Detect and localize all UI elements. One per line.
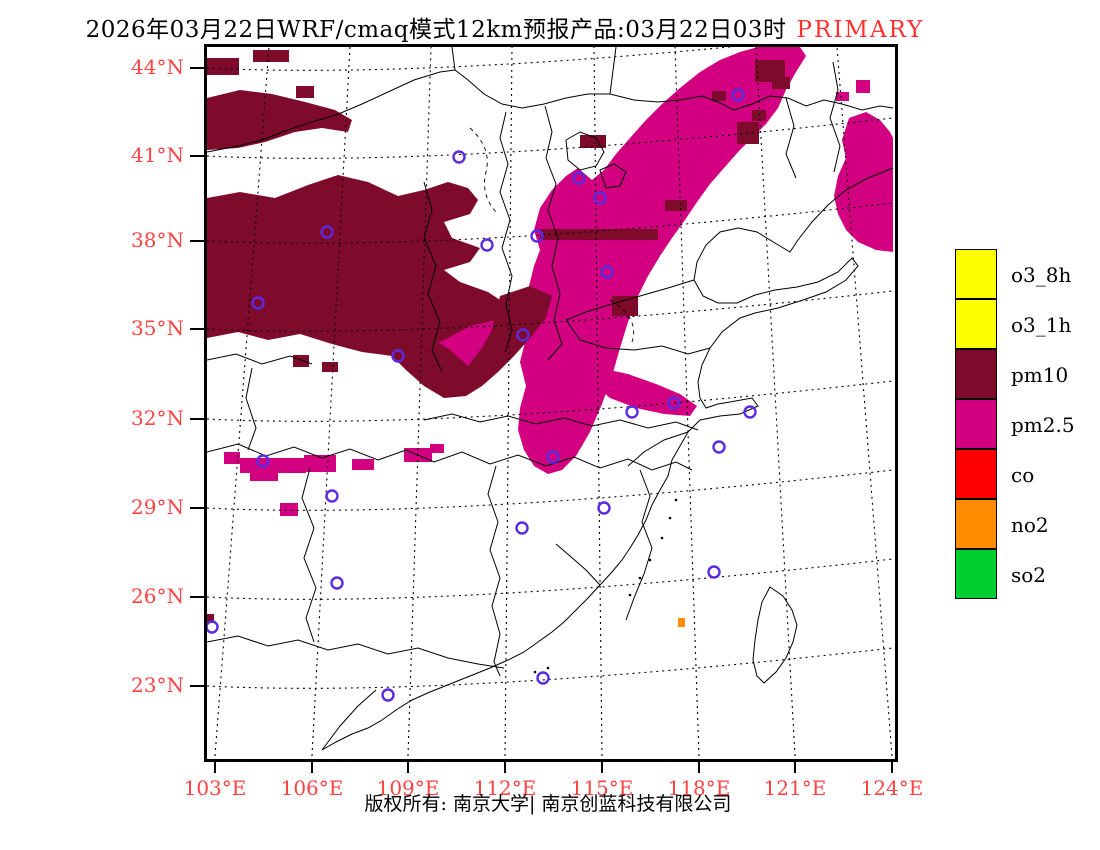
lon-label: 118°E: [667, 776, 731, 800]
pm10-nw-band: [207, 90, 352, 150]
pm10-main-mass: [207, 175, 506, 356]
graticule-grid: [207, 47, 893, 757]
legend-swatch-no2: [955, 499, 997, 549]
lon-label: 109°E: [376, 776, 440, 800]
legend-label: pm10: [1011, 363, 1069, 387]
lat-label: 38°N: [131, 228, 184, 252]
lon-label: 112°E: [473, 776, 537, 800]
legend-swatch-pm25: [955, 399, 997, 449]
pm10-band-west-edge: [456, 286, 552, 396]
lat-label: 29°N: [131, 495, 184, 519]
lon-label: 115°E: [570, 776, 634, 800]
taiwan-island: [752, 586, 798, 684]
legend-swatch-so2: [955, 549, 997, 599]
legend-swatch-co: [955, 449, 997, 499]
lon-label: 103°E: [183, 776, 247, 800]
pm25-main-band: [518, 47, 806, 474]
legend-swatch-o3-1h: [955, 299, 997, 349]
lon-label: 121°E: [763, 776, 827, 800]
city-marker-layer: [207, 88, 757, 702]
pm10-east-tail: [540, 229, 658, 240]
lat-label: 44°N: [131, 55, 184, 79]
legend-label: pm2.5: [1011, 413, 1075, 437]
pm25-yellowsea-blob: [834, 112, 893, 252]
title-text: 2026年03月22日WRF/cmaq模式12km预报产品:03月22日03时: [85, 17, 787, 43]
lat-label: 26°N: [131, 584, 184, 608]
lat-label: 41°N: [131, 143, 184, 167]
coastline: [321, 167, 893, 751]
title-pollutant-tag: PRIMARY: [796, 17, 925, 43]
lon-label: 124°E: [860, 776, 924, 800]
forecast-map: [204, 44, 898, 762]
legend-swatch-pm10: [955, 349, 997, 399]
page-title: 2026年03月22日WRF/cmaq模式12km预报产品:03月22日03时 P…: [0, 10, 1010, 44]
lon-label: 106°E: [280, 776, 344, 800]
pm10-patch-layer: [207, 50, 790, 623]
no2-dot: [678, 618, 685, 627]
pm25-jiangsu-bulge: [596, 368, 697, 416]
legend-label: co: [1011, 463, 1035, 487]
lat-label: 23°N: [131, 673, 184, 697]
boundary-layer: [207, 47, 893, 751]
copyright-text: 版权所有: 南京大学| 南京创蓝科技有限公司: [364, 793, 732, 815]
legend-label: no2: [1011, 513, 1049, 537]
lat-label: 32°N: [131, 406, 184, 430]
legend-label: so2: [1011, 563, 1047, 587]
legend-label: o3_8h: [1011, 263, 1072, 287]
pm10-diagonal-streak: [380, 326, 478, 398]
legend-label: o3_1h: [1011, 313, 1072, 337]
legend-swatch-o3-8h: [955, 249, 997, 299]
lat-label: 35°N: [131, 316, 184, 340]
map-canvas: [207, 47, 893, 757]
